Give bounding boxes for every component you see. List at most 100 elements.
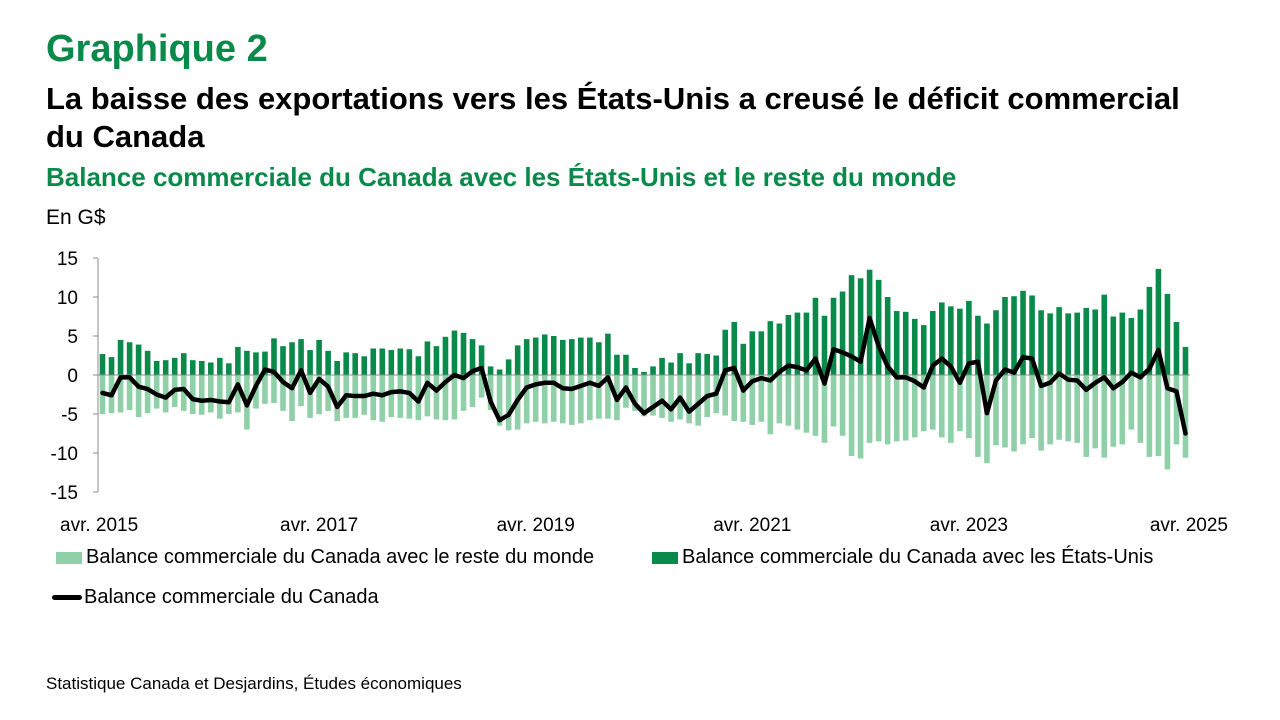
bar-rest-of-world bbox=[803, 375, 810, 433]
bar-rest-of-world bbox=[460, 375, 467, 411]
bar-rest-of-world bbox=[939, 375, 945, 438]
bar-rest-of-world bbox=[659, 375, 665, 418]
legend-item-total: Balance commerciale du Canada bbox=[52, 586, 379, 609]
bar-united-states bbox=[740, 343, 747, 375]
bar-united-states bbox=[198, 360, 205, 375]
bar-united-states bbox=[406, 349, 413, 375]
bar-rest-of-world bbox=[902, 375, 909, 441]
bar-rest-of-world bbox=[993, 375, 999, 446]
bar-rest-of-world bbox=[217, 375, 223, 419]
bar-rest-of-world bbox=[948, 375, 954, 443]
bar-united-states bbox=[1128, 318, 1135, 375]
bar-rest-of-world bbox=[117, 375, 124, 413]
bar-rest-of-world bbox=[857, 375, 864, 459]
bar-rest-of-world bbox=[875, 375, 882, 442]
bar-rest-of-world bbox=[866, 375, 873, 443]
bar-united-states bbox=[1119, 312, 1126, 375]
bar-rest-of-world bbox=[397, 375, 404, 418]
tick-label-layer: 15 10 5 0 -5 -10 -15 avr. 2015 avr. 2017 avr. 201… bbox=[51, 249, 1228, 536]
bar-united-states bbox=[117, 339, 124, 375]
bar-rest-of-world bbox=[686, 375, 692, 424]
bar-united-states bbox=[1038, 310, 1044, 375]
bar-rest-of-world bbox=[794, 375, 801, 430]
bar-united-states bbox=[496, 369, 503, 375]
bar-rest-of-world bbox=[370, 375, 377, 421]
bar-rest-of-world bbox=[596, 375, 602, 419]
bar-united-states bbox=[469, 339, 476, 375]
bar-rest-of-world bbox=[722, 375, 729, 416]
bar-rest-of-world bbox=[316, 375, 322, 414]
bar-united-states bbox=[99, 353, 106, 375]
bar-rest-of-world bbox=[280, 375, 286, 411]
bar-rest-of-world bbox=[406, 375, 413, 419]
bar-united-states bbox=[1029, 295, 1035, 375]
bar-rest-of-world bbox=[1110, 375, 1117, 447]
y-tick-label: -10 bbox=[51, 444, 78, 465]
bar-rest-of-world bbox=[541, 375, 548, 424]
bar-united-states bbox=[803, 312, 810, 375]
bar-rest-of-world bbox=[496, 375, 503, 426]
bar-rest-of-world bbox=[424, 375, 431, 417]
bar-united-states bbox=[957, 308, 963, 375]
bar-united-states bbox=[541, 334, 548, 375]
bar-rest-of-world bbox=[731, 375, 738, 422]
bar-rest-of-world bbox=[1038, 375, 1044, 451]
bar-united-states bbox=[884, 297, 891, 375]
bar-rest-of-world bbox=[198, 375, 205, 415]
bar-united-states bbox=[298, 339, 304, 375]
bar-rest-of-world bbox=[334, 375, 340, 422]
bar-rest-of-world bbox=[830, 375, 837, 427]
bar-united-states bbox=[911, 318, 918, 375]
bar-united-states bbox=[930, 311, 936, 375]
bar-rest-of-world bbox=[1137, 375, 1144, 443]
bar-united-states bbox=[596, 342, 602, 375]
x-tick-label: avr. 2021 bbox=[713, 515, 791, 536]
bar-rest-of-world bbox=[226, 375, 232, 414]
bar-rest-of-world bbox=[478, 375, 485, 398]
bar-united-states bbox=[487, 366, 494, 375]
bar-rest-of-world bbox=[587, 375, 593, 421]
y-axis-unit-label: En G$ bbox=[46, 206, 106, 229]
bar-rest-of-world bbox=[1056, 375, 1062, 440]
bar-rest-of-world bbox=[578, 375, 584, 424]
bar-rest-of-world bbox=[1119, 375, 1126, 445]
bar-rest-of-world bbox=[144, 375, 151, 414]
bar-united-states bbox=[785, 314, 792, 375]
legend-label-united-states: Balance commerciale du Canada avec les É… bbox=[682, 546, 1154, 568]
bar-united-states bbox=[830, 297, 837, 375]
bar-rest-of-world bbox=[632, 375, 638, 411]
bar-rest-of-world bbox=[884, 375, 891, 445]
bar-rest-of-world bbox=[253, 375, 259, 409]
bar-rest-of-world bbox=[126, 375, 133, 411]
bar-united-states bbox=[893, 311, 900, 375]
bar-united-states bbox=[875, 279, 882, 375]
bar-rest-of-world bbox=[1146, 375, 1153, 457]
y-tick-label: 5 bbox=[67, 327, 78, 348]
bar-united-states bbox=[442, 336, 449, 375]
bar-rest-of-world bbox=[839, 375, 846, 436]
bar-united-states bbox=[352, 353, 359, 375]
bar-rest-of-world bbox=[893, 375, 900, 442]
bar-united-states bbox=[722, 329, 729, 375]
bar-united-states bbox=[812, 297, 819, 375]
bar-rest-of-world bbox=[1047, 375, 1053, 445]
bar-rest-of-world bbox=[532, 375, 539, 422]
bar-united-states bbox=[939, 302, 945, 375]
line-total-balance bbox=[100, 315, 1188, 436]
bar-rest-of-world bbox=[442, 375, 449, 421]
bar-united-states bbox=[1056, 307, 1062, 375]
bar-united-states bbox=[948, 306, 954, 375]
bar-rest-of-world bbox=[469, 375, 476, 407]
bar-united-states bbox=[370, 348, 377, 375]
bar-united-states bbox=[316, 339, 322, 375]
bar-united-states bbox=[668, 362, 674, 375]
bar-united-states bbox=[632, 367, 638, 375]
bar-rest-of-world bbox=[767, 375, 774, 435]
bar-rest-of-world bbox=[298, 375, 304, 407]
line-layer bbox=[100, 315, 1188, 436]
bar-united-states bbox=[1002, 297, 1008, 375]
y-tick-label: 0 bbox=[67, 366, 78, 387]
bar-united-states bbox=[135, 344, 142, 375]
bar-rest-of-world bbox=[930, 375, 936, 430]
bar-united-states bbox=[920, 325, 927, 375]
